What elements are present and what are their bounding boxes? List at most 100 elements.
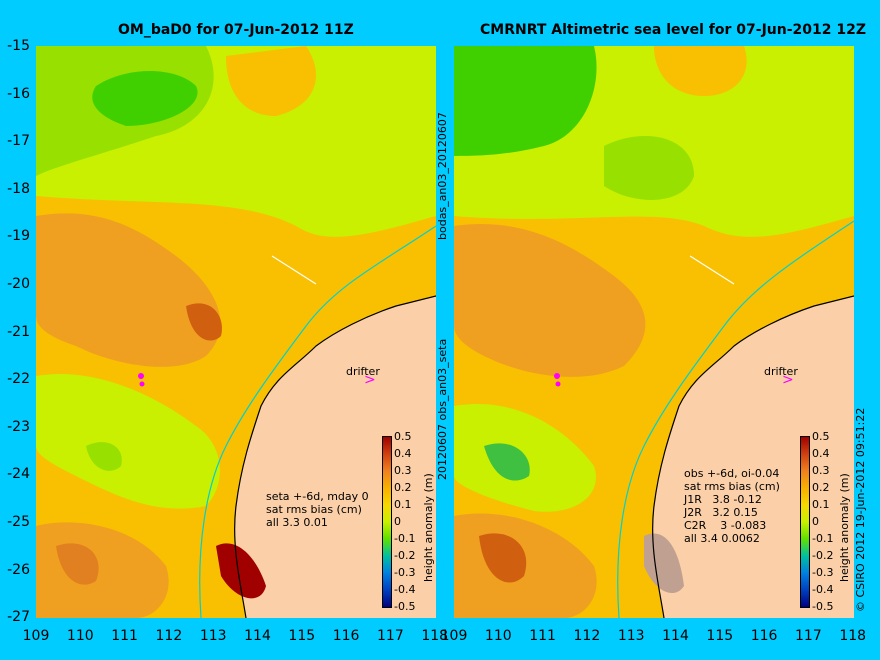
- y-tick-label: -24: [7, 466, 30, 483]
- transect-line: [271, 255, 317, 285]
- anomaly-high-patch-1: [454, 224, 646, 377]
- shelf-contour: [199, 225, 436, 618]
- colorbar-tick-label: 0.2: [394, 481, 412, 494]
- stat-line: sat rms bias (cm): [266, 503, 362, 516]
- stat-line: J2R 3.2 0.15: [684, 506, 758, 519]
- colorbar-tick-label: 0.5: [812, 430, 830, 443]
- y-tick-label: -17: [7, 133, 30, 150]
- colorbar-tick-label: 0: [812, 515, 819, 528]
- x-tick-label: 116: [332, 628, 360, 644]
- x-tick-label: 117: [377, 628, 404, 644]
- y-tick-label: -26: [7, 561, 30, 578]
- x-tick-label: 112: [155, 628, 183, 644]
- anomaly-low-south: [36, 374, 220, 509]
- y-tick-label: -19: [7, 228, 30, 245]
- y-tick-label: -27: [7, 609, 30, 626]
- anomaly-peak-1: [186, 303, 222, 341]
- stat-line: C2R 3 -0.083: [684, 519, 767, 532]
- y-tick-label: -25: [7, 514, 30, 530]
- colorbar-tick-label: 0.1: [394, 498, 412, 511]
- x-tick-label: 115: [706, 628, 734, 644]
- x-tick-label: 114: [244, 628, 271, 644]
- colorbar-tick-label: -0.3: [812, 566, 834, 579]
- anomaly-peak-2: [56, 543, 99, 585]
- left-drifter-label: drifter: [346, 365, 380, 378]
- x-tick-label: 118: [421, 628, 449, 644]
- x-tick-label: 110: [484, 628, 512, 644]
- x-tick-label: 116: [750, 628, 778, 644]
- anomaly-green-patch: [604, 136, 694, 200]
- y-tick-label: -23: [7, 418, 30, 435]
- x-tick-label: 114: [662, 628, 689, 644]
- colorbar-tick-label: -0.5: [812, 600, 834, 613]
- colorbar-gradient: [382, 436, 392, 608]
- drifter-track: [138, 373, 144, 379]
- coastal-peak: [216, 543, 266, 599]
- stat-line: sat rms bias (cm): [684, 480, 780, 493]
- y-tick-label: -18: [7, 180, 30, 197]
- left-colorbar-label: height anomaly (m): [422, 473, 435, 582]
- colorbar-tick-label: -0.1: [812, 532, 834, 545]
- y-tick-label: -16: [7, 85, 30, 102]
- colorbar-tick-label: 0.3: [394, 464, 412, 477]
- y-tick-label: -22: [7, 371, 30, 388]
- anomaly-high-patch-1: [36, 213, 221, 367]
- right-stats: obs +-6d, oi-0.04 sat rms bias (cm) J1R 3.…: [684, 467, 780, 545]
- stat-line: all 3.4 0.0062: [684, 532, 760, 545]
- x-tick-label: 117: [795, 628, 822, 644]
- y-tick-label: -15: [7, 38, 30, 54]
- anomaly-mid-patch: [654, 46, 747, 96]
- anomaly-lower-south: [86, 442, 122, 471]
- x-tick-label: 113: [617, 628, 645, 644]
- stat-line: J1R 3.8 -0.12: [684, 493, 762, 506]
- colorbar-tick-label: -0.3: [394, 566, 416, 579]
- colorbar-tick-label: -0.4: [812, 583, 834, 596]
- anomaly-mid-patch: [226, 46, 316, 116]
- colorbar-tick-label: 0.2: [812, 481, 830, 494]
- x-tick-label: 112: [573, 628, 601, 644]
- anomaly-green-north: [454, 46, 597, 156]
- colorbar-tick-label: -0.2: [812, 549, 834, 562]
- left-panel-title: OM_baD0 for 07-Jun-2012 11Z: [118, 22, 354, 38]
- right-map: >: [454, 46, 854, 618]
- x-tick-label: 113: [199, 628, 227, 644]
- transect-line: [689, 255, 735, 285]
- drifter-track: [555, 381, 561, 387]
- stat-line: all 3.3 0.01: [266, 516, 328, 529]
- x-tick-label: 109: [22, 628, 50, 644]
- left-map: >: [36, 46, 436, 618]
- colorbar-tick-label: -0.4: [394, 583, 416, 596]
- colorbar-tick-label: -0.2: [394, 549, 416, 562]
- anomaly-green-patch: [92, 71, 198, 126]
- colorbar-tick-label: 0.1: [812, 498, 830, 511]
- anomaly-peak-2: [479, 533, 527, 583]
- x-tick-label: 118: [839, 628, 867, 644]
- colorbar-tick-label: 0.3: [812, 464, 830, 477]
- obs-run-label: 20120607 obs_an03_seta: [436, 338, 449, 480]
- right-panel-title: CMRNRT Altimetric sea level for 07-Jun-2…: [480, 22, 866, 38]
- drifter-track: [554, 373, 560, 379]
- x-tick-label: 110: [66, 628, 94, 644]
- colorbar-tick-label: -0.1: [394, 532, 416, 545]
- stat-line: obs +-6d, oi-0.04: [684, 467, 780, 480]
- y-tick-label: -21: [7, 323, 30, 340]
- left-stats: seta +-6d, mday 0 sat rms bias (cm) all 3.…: [266, 490, 369, 529]
- stat-line: seta +-6d, mday 0: [266, 490, 369, 503]
- colorbar-tick-label: 0: [394, 515, 401, 528]
- shelf-contour: [617, 220, 854, 618]
- colorbar-tick-label: 0.5: [394, 430, 412, 443]
- x-tick-label: 109: [440, 628, 468, 644]
- x-tick-label: 115: [288, 628, 316, 644]
- colorbar-tick-label: -0.5: [394, 600, 416, 613]
- coastline: [234, 295, 436, 618]
- coastline: [652, 295, 854, 618]
- drifter-marker-icon: >: [782, 372, 794, 388]
- model-run-label: bodas_an03_20120607: [436, 112, 449, 240]
- drifter-marker-icon: >: [364, 372, 376, 388]
- right-colorbar-label: height anomaly (m): [838, 473, 851, 582]
- credit-label: © CSIRO 2012 19-Jun-2012 09:51:22: [854, 407, 867, 612]
- drifter-track: [139, 381, 145, 387]
- x-tick-label: 111: [111, 628, 138, 644]
- anomaly-green-south: [484, 443, 530, 481]
- y-tick-label: -20: [7, 276, 30, 292]
